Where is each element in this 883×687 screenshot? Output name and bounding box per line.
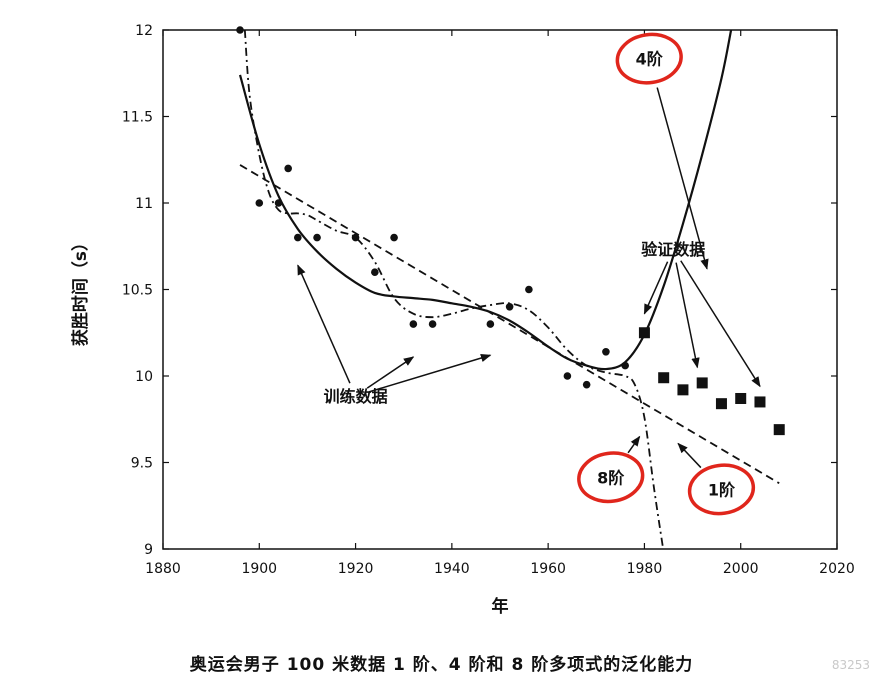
- annotation-label: 1阶: [708, 480, 736, 499]
- training-point: [525, 285, 533, 294]
- training-point: [602, 347, 610, 356]
- annotation-arrow: [680, 260, 761, 388]
- training-point: [505, 303, 514, 311]
- figure-caption: 奥运会男子 100 米数据 1 阶、4 阶和 8 阶多项式的泛化能力: [189, 655, 694, 675]
- x-tick-label: 1940: [434, 561, 470, 577]
- y-tick-label: 12: [135, 23, 153, 39]
- training-point: [582, 380, 591, 389]
- training-point: [428, 320, 437, 328]
- y-tick-label: 9.5: [131, 456, 153, 472]
- x-tick-label: 1920: [338, 561, 374, 577]
- annotation-label: 4阶: [636, 50, 664, 69]
- training-point: [409, 320, 418, 328]
- fit-line-1st-order: [239, 164, 780, 485]
- training-point: [255, 199, 264, 207]
- annotation-arrow: [627, 435, 641, 454]
- validation-point: [754, 396, 766, 408]
- x-tick-label: 1960: [530, 561, 566, 577]
- fit-line-4th-order: [238, 30, 733, 371]
- training-point: [351, 233, 360, 242]
- annotation-arrow: [675, 262, 700, 369]
- annotation-arrow: [366, 356, 415, 389]
- annotation-arrow: [656, 87, 709, 270]
- y-tick-label: 9: [144, 542, 153, 558]
- x-tick-label: 1900: [241, 561, 277, 577]
- validation-point: [773, 424, 785, 436]
- validation-point: [638, 327, 650, 339]
- fit-lines: [238, 30, 780, 549]
- training-point: [371, 268, 379, 277]
- training-point: [274, 199, 283, 207]
- plot-frame: [162, 29, 838, 550]
- training-point: [621, 361, 629, 370]
- annotation-arrow: [643, 261, 669, 315]
- validation-point: [715, 398, 727, 410]
- x-tick-label: 1980: [627, 561, 663, 577]
- validation-point: [696, 377, 708, 389]
- annotation-arrow: [368, 353, 492, 393]
- annotation-arrow: [297, 264, 351, 384]
- validation-point: [677, 384, 689, 396]
- y-tick-label: 10.5: [122, 283, 153, 299]
- watermark-text: 83253: [832, 658, 870, 672]
- x-tick-label: 2020: [819, 561, 855, 577]
- training-point: [563, 372, 572, 380]
- red-circle-highlight: [577, 451, 645, 504]
- y-tick-label: 10: [135, 369, 153, 385]
- annotation-arrow: [677, 442, 702, 469]
- x-axis-title: 年: [492, 596, 509, 617]
- y-axis-title: 获胜时间（s）: [70, 234, 91, 346]
- x-axis: 1880 1900 1920 1940 1960 1980 2000 2020: [145, 30, 855, 577]
- training-point: [313, 233, 321, 242]
- validation-point: [658, 372, 670, 384]
- fit-line-8th-order: [243, 30, 665, 549]
- y-axis: 12 11.5 11 10.5 10 9.5 9: [122, 23, 837, 558]
- training-point: [486, 320, 495, 328]
- red-circle-highlight: [687, 463, 756, 516]
- red-circle-highlight: [615, 32, 683, 85]
- x-tick-label: 2000: [723, 561, 759, 577]
- training-point: [390, 233, 398, 242]
- training-point: [236, 26, 244, 34]
- training-point: [294, 233, 302, 242]
- y-tick-label: 11.5: [122, 110, 153, 126]
- annotation-label: 验证数据: [641, 240, 705, 259]
- data-markers: [236, 26, 785, 436]
- annotation-label: 8阶: [597, 468, 625, 487]
- y-tick-label: 11: [135, 196, 153, 212]
- x-tick-label: 1880: [145, 561, 181, 577]
- training-point: [284, 164, 292, 173]
- validation-point: [735, 392, 747, 404]
